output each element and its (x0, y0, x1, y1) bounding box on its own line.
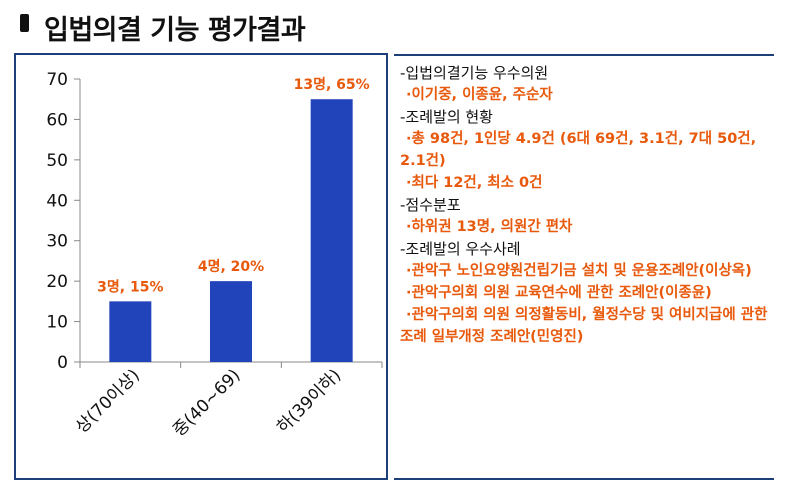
section-item: ·하위권 13명, 의원간 편차 (406, 219, 573, 235)
bar (109, 301, 152, 362)
section-ordinance-status: -조례발의 현황 ·총 98건, 1인당 4.9건 (6대 69건, 3.1건,… (400, 106, 772, 194)
x-tick-label: 상(70이상) (72, 365, 144, 437)
summary-panel: -입법의결기능 우수의원 ·이기중, 이종윤, 주순자 -조례발의 현황 ·총 … (400, 62, 772, 348)
section-heading: -조례발의 현황 (400, 108, 493, 126)
x-tick-label: 하(39이하) (273, 365, 345, 437)
y-tick-label: 10 (46, 313, 68, 333)
data-label: 3명, 15% (97, 278, 163, 295)
section-score-distribution: -점수분포 ·하위권 13명, 의원간 편차 (400, 194, 772, 238)
title-bullet (20, 14, 29, 32)
section-item: ·관악구의회 의원 교육연수에 관한 조례안(이종윤) (406, 285, 712, 301)
section-item: ·관악구 노인요양원건립기금 설치 및 운용조례안(이상옥) (406, 263, 752, 279)
y-tick-label: 40 (46, 191, 68, 211)
data-label: 13명, 65% (294, 76, 370, 93)
section-best-members: -입법의결기능 우수의원 ·이기중, 이종윤, 주순자 (400, 62, 772, 106)
section-best-cases: -조례발의 우수사례 ·관악구 노인요양원건립기금 설치 및 운용조례안(이상옥… (400, 238, 772, 348)
panel-bottom-rule (394, 478, 774, 480)
chart-frame: 0 10 20 30 40 50 60 70 3명, 15% 상(70이상) 4명, 20% 중(40… (14, 53, 388, 480)
page-title: 입법의결 기능 평가결과 (44, 15, 306, 46)
section-heading: -점수분포 (400, 196, 461, 214)
bar-chart: 0 10 20 30 40 50 60 70 3명, 15% 상(70이상) 4명, 20% 중(40… (46, 70, 383, 441)
section-heading: -입법의결기능 우수의원 (400, 64, 549, 82)
bar (310, 99, 353, 362)
y-tick-label: 20 (46, 272, 68, 292)
y-tick-label: 50 (46, 151, 68, 171)
bar (210, 281, 252, 362)
y-tick-label: 70 (46, 70, 68, 90)
y-tick-label: 0 (57, 353, 68, 373)
section-heading: -조례발의 우수사례 (400, 240, 521, 258)
y-tick-label: 60 (46, 110, 68, 130)
y-tick-label: 30 (46, 232, 68, 252)
section-item: ·관악구의회 의원 의정활동비, 월정수당 및 여비지급에 관한 조례 일부개정… (400, 307, 768, 345)
section-item: ·총 98건, 1인당 4.9건 (6대 69건, 3.1건, 7대 50건, … (400, 131, 757, 169)
section-item: ·최다 12건, 최소 0건 (406, 175, 543, 191)
x-tick-label: 중(40~69) (169, 365, 244, 440)
section-item: ·이기중, 이종윤, 주순자 (406, 87, 553, 103)
data-label: 4명, 20% (198, 258, 264, 275)
panel-top-rule (394, 54, 774, 56)
